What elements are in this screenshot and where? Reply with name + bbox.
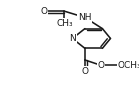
Text: OCH₃: OCH₃ xyxy=(118,61,139,70)
Text: NH: NH xyxy=(78,13,92,22)
Text: N: N xyxy=(69,34,76,43)
Text: O: O xyxy=(40,7,47,16)
Text: O: O xyxy=(81,67,88,76)
Text: CH₃: CH₃ xyxy=(56,19,73,28)
Text: O: O xyxy=(97,61,104,70)
